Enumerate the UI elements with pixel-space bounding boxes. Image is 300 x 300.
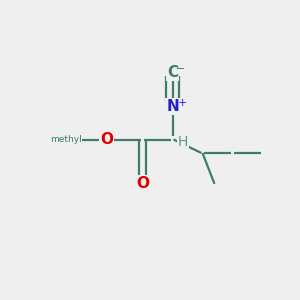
Text: O: O	[136, 176, 149, 190]
Text: H: H	[178, 136, 188, 149]
Text: C: C	[167, 65, 178, 80]
Text: +: +	[178, 98, 187, 108]
Text: −: −	[176, 64, 186, 74]
Text: O: O	[100, 132, 113, 147]
Text: N: N	[166, 99, 179, 114]
Text: methyl: methyl	[50, 135, 82, 144]
